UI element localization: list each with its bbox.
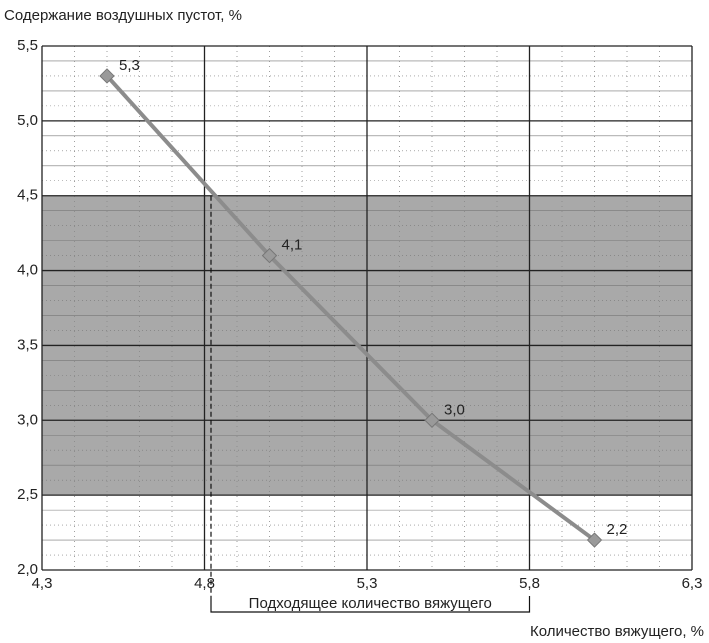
x-tick-label: 5,8: [519, 575, 540, 592]
x-axis-title: Количество вяжущего, %: [530, 623, 704, 640]
y-axis-title: Содержание воздушных пустот, %: [4, 7, 242, 24]
data-label: 2,2: [607, 521, 628, 538]
y-tick-label: 4,5: [17, 187, 38, 204]
data-point: [586, 532, 603, 548]
data-line: [105, 74, 596, 542]
data-label: 5,3: [119, 57, 140, 74]
y-tick-label: 2,0: [17, 561, 38, 578]
x-tick-label: 4,8: [194, 575, 215, 592]
y-tick-label: 2,5: [17, 486, 38, 503]
y-tick-label: 5,5: [17, 37, 38, 54]
y-tick-label: 3,5: [17, 336, 38, 353]
y-tick-label: 3,0: [17, 411, 38, 428]
x-tick-label: 6,3: [682, 575, 703, 592]
data-point: [424, 412, 440, 428]
x-tick-label: 4,3: [32, 575, 53, 592]
optimal-range-label: Подходящее количество вяжущего: [249, 595, 492, 612]
x-tick-label: 5,3: [357, 575, 378, 592]
y-tick-label: 5,0: [17, 112, 38, 129]
optimal-range-bracket: [210, 596, 531, 613]
data-point: [99, 68, 115, 84]
y-tick-label: 4,0: [17, 262, 38, 279]
data-point: [261, 247, 278, 264]
data-label: 3,0: [444, 401, 465, 418]
data-label: 4,1: [282, 237, 303, 254]
